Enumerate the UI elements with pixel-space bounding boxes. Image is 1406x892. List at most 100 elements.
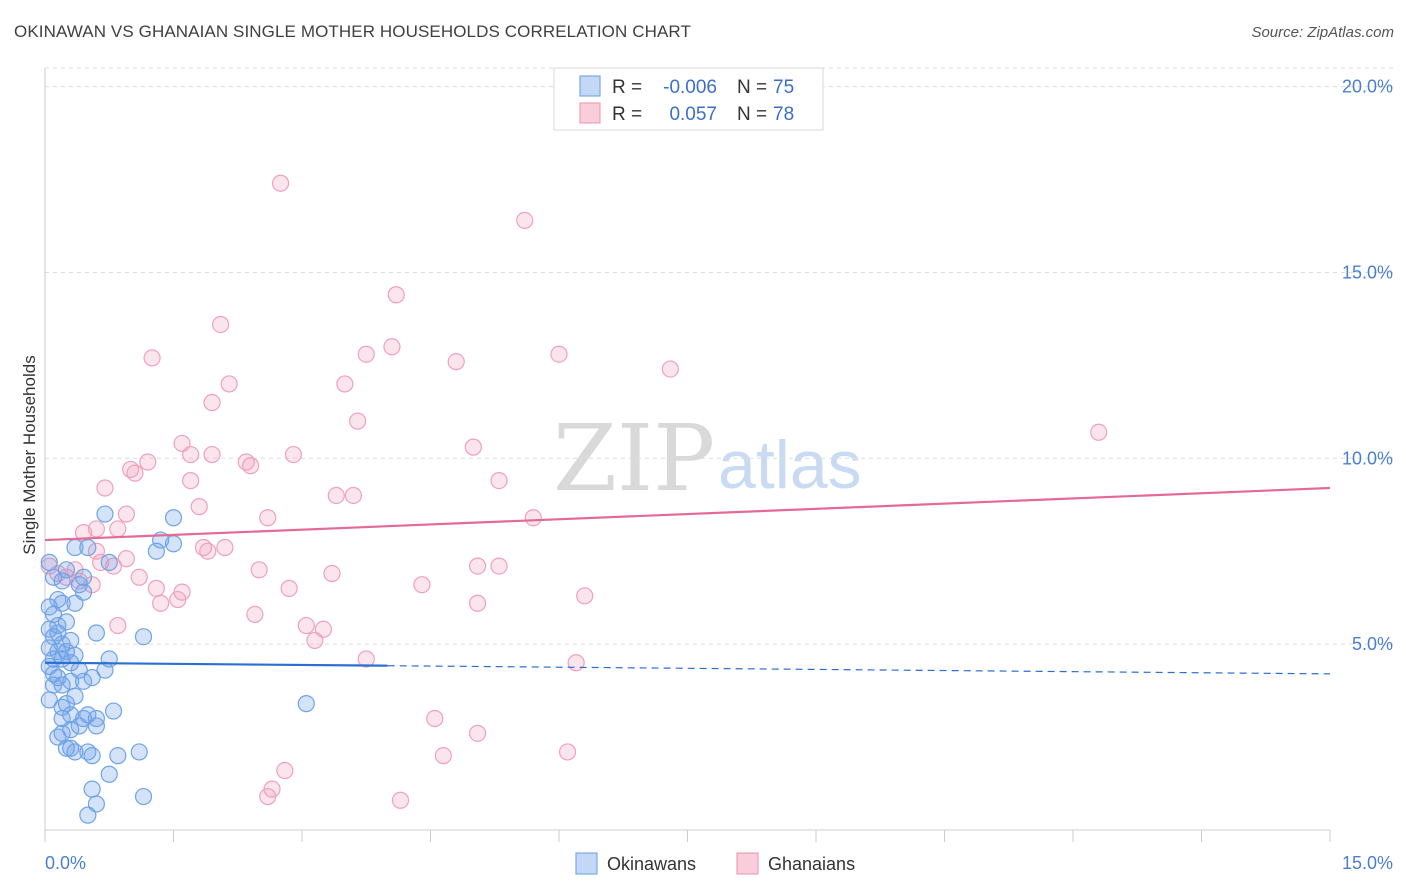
y-tick-label: 10.0% <box>1342 448 1393 468</box>
ghanaian-point <box>284 445 303 464</box>
ghanaian-point <box>96 479 114 497</box>
okinawan-point <box>164 509 183 527</box>
ghanaian-point <box>1090 423 1108 441</box>
ghanaian-point <box>169 590 187 609</box>
ghanaian-point <box>297 616 315 635</box>
watermark-atlas: atlas <box>718 427 862 503</box>
ghanaian-r-label: R = <box>612 104 642 125</box>
okinawan-point <box>109 747 127 765</box>
ghanaian-point <box>391 791 410 809</box>
ghanaian-point <box>413 576 431 594</box>
okinawan-point <box>96 505 114 523</box>
legend-ghanaians-swatch <box>736 852 759 875</box>
ghanaian-point <box>117 505 135 523</box>
ghanaian-point <box>276 761 294 780</box>
x-tick-label: 0.0% <box>45 853 86 873</box>
y-tick-label: 15.0% <box>1342 262 1393 282</box>
okinawan-point <box>297 695 315 713</box>
okinawan-point <box>66 646 84 664</box>
okinawan-n-value: 75 <box>773 77 794 98</box>
okinawan-trend-line-extension <box>387 665 1331 675</box>
okinawan-point <box>40 639 58 657</box>
ghanaian-point <box>250 561 268 579</box>
axes <box>44 68 1331 842</box>
ghanaian-point <box>306 631 324 650</box>
y-axis-label: Single Mother Households <box>20 355 39 554</box>
legend-okinawans-label: Okinawans <box>607 854 696 874</box>
ghanaian-point <box>344 486 362 505</box>
okinawan-point <box>53 572 71 590</box>
ghanaian-point <box>469 724 487 742</box>
okinawan-point <box>130 743 148 761</box>
ghanaian-point <box>357 345 375 363</box>
okinawan-point <box>100 553 118 571</box>
ghanaian-point <box>271 174 290 192</box>
okinawan-points <box>40 505 315 824</box>
ghanaian-point <box>182 471 200 490</box>
ghanaian-point <box>190 498 208 516</box>
okinawan-point <box>147 542 165 560</box>
x-tick-label: 15.0% <box>1342 853 1393 873</box>
chart-title: OKINAWAN VS GHANAIAN SINGLE MOTHER HOUSE… <box>14 22 691 41</box>
ghanaian-point <box>203 445 221 464</box>
okinawan-point <box>134 628 153 646</box>
ghanaian-point <box>524 509 542 527</box>
okinawan-r-value: -0.006 <box>663 77 717 98</box>
ghanaian-point <box>349 412 367 430</box>
ghanaian-point <box>259 509 277 527</box>
ghanaian-point <box>387 286 405 304</box>
ghanaian-point <box>280 579 298 597</box>
okinawan-point <box>79 538 97 557</box>
ghanaian-point <box>246 605 264 624</box>
ghanaian-point <box>109 520 127 538</box>
okinawan-point <box>53 709 71 728</box>
ghanaian-point <box>550 345 568 363</box>
ghanaian-point <box>558 743 577 761</box>
ghanaian-point <box>87 542 106 560</box>
okinawan-point <box>104 702 123 720</box>
ghanaian-point <box>567 654 585 672</box>
ghanaian-point <box>152 594 170 612</box>
ghanaian-point <box>212 315 230 334</box>
y-tick-label: 20.0% <box>1342 77 1393 97</box>
okinawan-r-label: R = <box>612 77 642 98</box>
ghanaian-point <box>109 616 127 635</box>
ghanaian-point <box>327 486 345 505</box>
ghanaian-point <box>661 360 679 378</box>
okinawan-point <box>74 672 93 690</box>
ghanaian-point <box>130 568 148 586</box>
ghanaian-point <box>357 650 375 668</box>
ghanaian-point <box>199 542 217 560</box>
okinawan-point <box>87 624 106 642</box>
ghanaian-point <box>126 464 144 482</box>
okinawan-point <box>79 806 97 824</box>
ghanaian-r-value: 0.057 <box>669 104 717 125</box>
okinawan-point <box>40 553 58 571</box>
ghanaian-point <box>447 353 465 371</box>
ghanaian-point <box>576 587 594 605</box>
legend-ghanaians-label: Ghanaians <box>768 854 855 874</box>
okinawan-point <box>66 594 84 612</box>
ghanaian-point <box>259 787 277 806</box>
okinawan-point <box>100 765 118 783</box>
ghanaian-point <box>182 445 200 464</box>
ghanaian-n-label: N = <box>737 104 767 125</box>
stats-legend: R = -0.006 N = 75 R = 0.057 N = 78 <box>553 67 824 131</box>
okinawan-n-label: N = <box>737 77 767 98</box>
okinawan-point <box>134 787 153 806</box>
ghanaian-point <box>464 438 482 456</box>
okinawan-trend-line <box>44 661 388 667</box>
ghanaian-points <box>40 174 1108 809</box>
ghanaian-swatch <box>579 102 601 124</box>
source-label: Source: ZipAtlas.com <box>1251 24 1394 41</box>
ghanaian-point <box>147 579 165 597</box>
ghanaian-trend-line <box>44 486 1331 542</box>
legend-okinawans-swatch <box>575 852 598 875</box>
ghanaian-point <box>220 375 238 393</box>
ghanaian-point <box>87 520 106 538</box>
ghanaian-point <box>336 375 354 393</box>
ghanaian-point <box>143 349 161 367</box>
ghanaian-point <box>242 457 260 475</box>
watermark-zip: ZIP <box>553 405 715 512</box>
